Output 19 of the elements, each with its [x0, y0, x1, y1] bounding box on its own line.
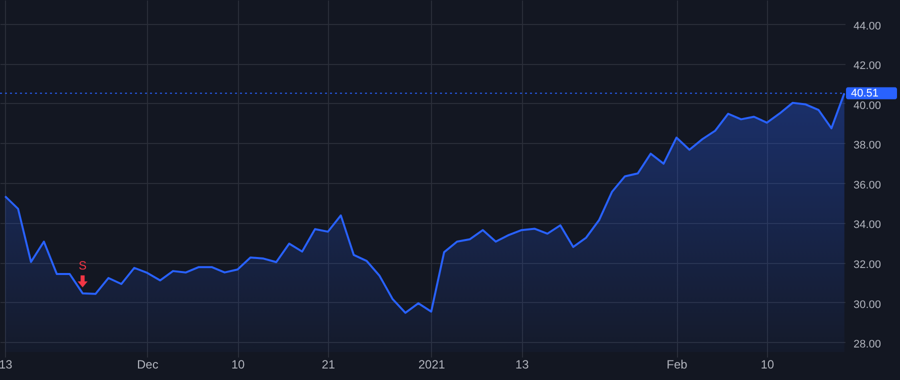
y-tick-label: 38.00 — [854, 140, 882, 152]
x-tick-label: 10 — [231, 358, 246, 372]
y-tick-label: 28.00 — [854, 338, 882, 351]
y-tick-label: 34.00 — [854, 219, 882, 232]
x-tick-label: 21 — [322, 358, 336, 372]
x-tick-label: Dec — [137, 358, 158, 372]
x-tick-label: 10 — [760, 358, 774, 372]
ref-line-label: 40.51 — [851, 87, 879, 100]
annotation: S — [78, 258, 87, 272]
y-tick-label: 30.00 — [854, 298, 882, 311]
y-tick-label: 32.00 — [854, 259, 882, 272]
x-tick-label: 13 — [515, 358, 530, 372]
x-tick-label: Feb — [666, 358, 688, 372]
y-tick-label: 44.00 — [854, 20, 882, 32]
x-tick-label: 13 — [0, 358, 13, 372]
x-tick-label: 2021 — [418, 358, 446, 372]
y-tick-label: 42.00 — [854, 60, 882, 72]
y-tick-label: 36.00 — [854, 179, 882, 192]
y-tick-label: 40.00 — [854, 100, 882, 112]
